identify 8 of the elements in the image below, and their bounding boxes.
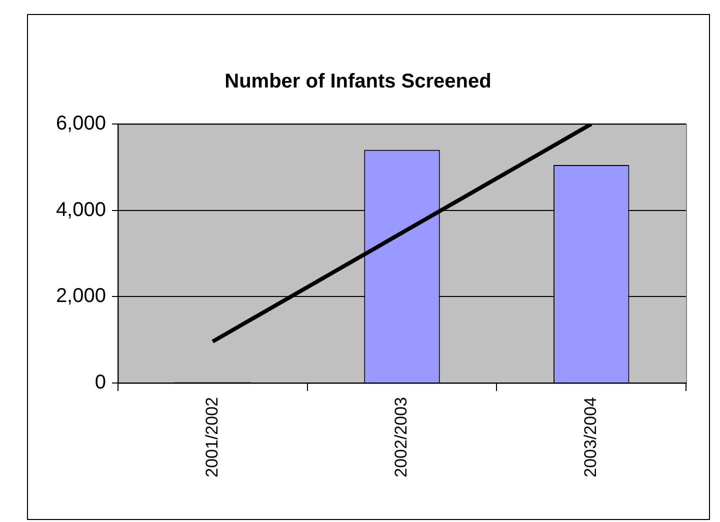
x-tick-label: 2003/2004: [581, 397, 600, 478]
y-tick-label: 0: [94, 372, 106, 394]
x-tick-label: 2002/2003: [392, 397, 411, 478]
y-tick-label: 2,000: [56, 285, 106, 308]
y-tick-label: 6,000: [56, 112, 106, 135]
y-tick-label: 4,000: [56, 198, 106, 221]
x-tick-label: 2001/2002: [202, 397, 222, 478]
chart-title: Number of Infants Screened: [224, 70, 492, 93]
